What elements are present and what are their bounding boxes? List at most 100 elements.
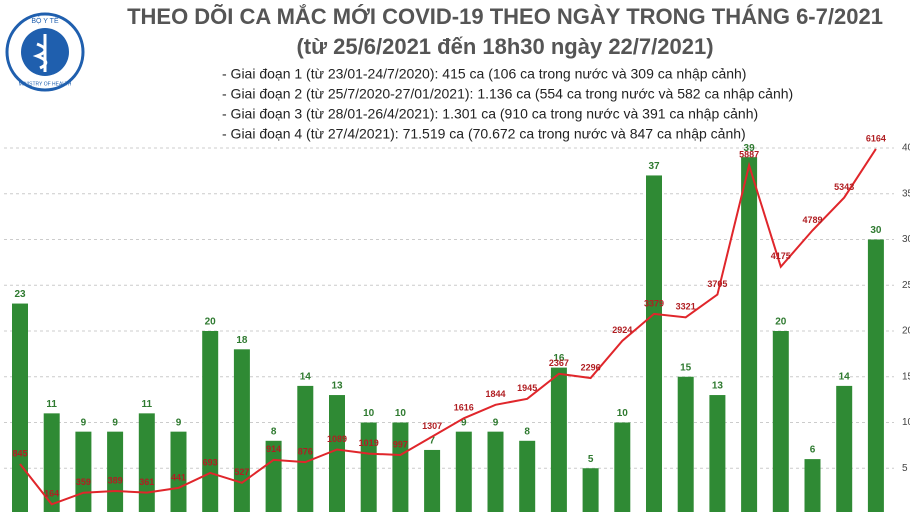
bar (677, 376, 694, 512)
bar-value-label: 9 (493, 417, 499, 428)
bar (265, 440, 282, 512)
bar (233, 349, 250, 512)
bar-value-label: 9 (461, 417, 467, 428)
logo: BỘ Y TẾ MINISTRY OF HEALTH (5, 12, 85, 92)
line (19, 148, 877, 506)
bar-value-label: 6 (810, 445, 816, 456)
bar-value-label: 11 (46, 399, 57, 410)
bar (741, 157, 758, 512)
line-value-label: 693 (203, 457, 218, 467)
bar (360, 422, 377, 512)
line-value-label: 361 (139, 477, 154, 487)
bar-value-label: 23 (14, 289, 26, 300)
bar-value-label: 10 (617, 408, 629, 419)
bar-value-label: 30 (870, 225, 882, 236)
line-value-label: 359 (76, 477, 91, 487)
line-value-label: 6164 (866, 133, 886, 143)
chart-subtitle: (từ 25/6/2021 đến 18h30 ngày 22/7/2021) (296, 34, 713, 59)
chart-title: THEO DÕI CA MẮC MỚI COVID-19 THEO NGÀY T… (127, 4, 883, 29)
line-value-label: 527 (234, 467, 249, 477)
bar (43, 413, 60, 512)
y-tick-label: 20 (902, 326, 910, 337)
bar (646, 175, 662, 512)
line-value-label: 3379 (644, 298, 664, 308)
line-value-label: 845 (12, 448, 27, 458)
y-tick-label: 5 (902, 463, 908, 474)
bar (550, 367, 567, 512)
line-value-label: 441 (171, 472, 186, 482)
bar (170, 431, 187, 512)
line-value-label: 4175 (771, 251, 791, 261)
bar-value-label: 13 (331, 381, 343, 392)
logo-symbol (32, 34, 48, 72)
bar (772, 331, 789, 512)
bar-value-label: 14 (300, 372, 312, 383)
line-value-label: 5343 (834, 182, 854, 192)
bar-value-label: 20 (775, 317, 787, 328)
bar (297, 385, 314, 512)
line-value-label: 3321 (676, 302, 696, 312)
bar (424, 449, 441, 512)
bar-value-label: 14 (839, 372, 851, 383)
line-value-label: 876 (298, 446, 313, 456)
bar-value-label: 9 (176, 417, 182, 428)
bar (614, 422, 631, 512)
line-value-label: 5887 (739, 150, 759, 160)
line-value-label: 1945 (517, 383, 537, 393)
bar-value-label: 9 (112, 417, 118, 428)
y-tick-label: 25 (902, 280, 910, 291)
bar (582, 468, 599, 512)
bar (12, 303, 28, 512)
logo-bottom: MINISTRY OF HEALTH (19, 81, 72, 87)
bar-value-label: 8 (271, 426, 277, 437)
bar (329, 395, 345, 512)
bar-value-label: 5 (588, 454, 594, 465)
y-tick-label: 30 (902, 234, 910, 245)
line-value-label: 2924 (612, 325, 632, 335)
note: - Giai đoạn 3 (từ 28/01-26/4/2021): 1.30… (222, 106, 758, 122)
bar-value-label: 11 (142, 399, 153, 410)
bar (138, 413, 155, 512)
bar (867, 239, 884, 512)
line-value-label: 914 (266, 444, 281, 454)
bar-value-label: 9 (81, 417, 87, 428)
bar (107, 431, 124, 512)
y-tick-label: 10 (902, 417, 910, 428)
bar (709, 395, 726, 512)
note: - Giai đoạn 2 (từ 25/7/2020-27/01/2021):… (222, 86, 793, 102)
bar-value-label: 8 (524, 426, 530, 437)
bar-value-label: 37 (648, 161, 660, 172)
y-tick-label: 40 (902, 143, 910, 154)
line-value-label: 1019 (359, 438, 379, 448)
line-value-label: 1616 (454, 403, 474, 413)
bar-value-label: 15 (680, 362, 692, 373)
bar (836, 385, 853, 512)
bar-value-label: 10 (363, 408, 375, 419)
line-value-label: 164 (44, 489, 59, 499)
bar-value-label: 20 (205, 317, 217, 328)
bar-value-label: 10 (395, 408, 407, 419)
bar-value-label: 39 (744, 143, 756, 154)
line-value-label: 1307 (422, 421, 442, 431)
bar (519, 440, 536, 512)
bar (804, 459, 821, 512)
line-value-label: 1844 (485, 389, 505, 399)
y-tick-label: 15 (902, 371, 910, 382)
bar (202, 331, 219, 512)
line-value-label: 1089 (327, 434, 347, 444)
bar-value-label: 18 (236, 335, 248, 346)
line-value-label: 2367 (549, 358, 569, 368)
logo-top: BỘ Y TẾ (31, 15, 59, 25)
bar (487, 431, 504, 512)
bar-value-label: 7 (429, 436, 435, 447)
line-value-label: 389 (108, 475, 123, 485)
note: - Giai đoạn 1 (từ 23/01-24/7/2020): 415 … (222, 66, 746, 82)
bar (455, 431, 472, 512)
y-tick-label: 35 (902, 188, 910, 199)
line-value-label: 3705 (707, 279, 727, 289)
line-value-label: 4789 (802, 215, 822, 225)
note: - Giai đoạn 4 (từ 27/4/2021): 71.519 ca … (222, 126, 746, 142)
line-value-label: 2296 (581, 362, 601, 372)
bar-value-label: 13 (712, 381, 724, 392)
